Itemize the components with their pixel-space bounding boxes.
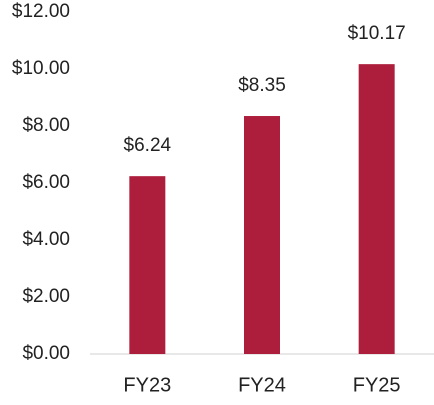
y-tick-label: $4.00 (22, 229, 70, 250)
y-tick-label: $8.00 (22, 115, 70, 136)
y-tick-label: $2.00 (22, 286, 70, 307)
bar (244, 116, 280, 355)
x-tick-label: FY23 (123, 374, 171, 396)
y-tick-label: $12.00 (12, 1, 70, 22)
value-label: $10.17 (348, 23, 406, 44)
value-label: $6.24 (124, 135, 172, 156)
y-tick-label: $6.00 (22, 172, 70, 193)
bar (129, 176, 166, 354)
x-tick-label: FY24 (238, 374, 286, 396)
y-tick-label: $10.00 (12, 58, 70, 79)
y-tick-label: $0.00 (22, 343, 70, 364)
value-label: $8.35 (238, 75, 286, 96)
x-tick-label: FY25 (353, 374, 401, 396)
bar (358, 64, 395, 354)
